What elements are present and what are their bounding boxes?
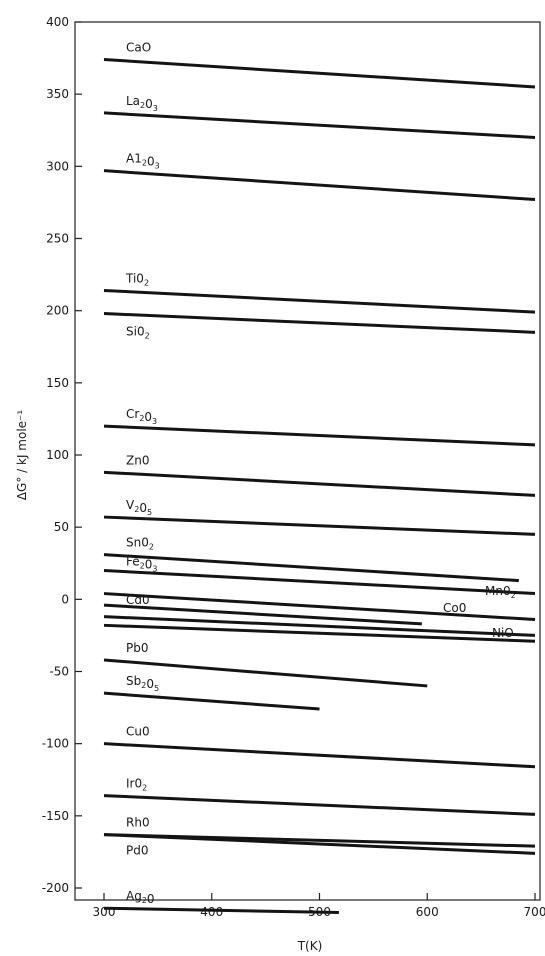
y-tick-label: 100 — [46, 448, 69, 462]
series-label-cuo: Cu0 — [126, 725, 150, 739]
y-axis-label: ΔG° / kJ mole⁻¹ — [15, 410, 29, 501]
x-tick-label: 400 — [200, 905, 223, 919]
series-line-coo — [103, 615, 536, 637]
series-label-sb2o5: Sb205 — [126, 674, 159, 693]
series-line-sio2 — [103, 312, 536, 334]
series-labels: CaO La203 A1203 Ti02 Si02 Cr203 Zn0 V205 Sn02 Fe2… — [125, 41, 516, 907]
series-label-tio2: Ti02 — [125, 271, 149, 287]
y-tick-label: 200 — [46, 304, 69, 318]
series-line-cdo — [103, 603, 422, 626]
y-tick-label: 350 — [46, 87, 69, 101]
series-line-al2o3 — [103, 169, 536, 202]
series-label-cr2o3: Cr203 — [126, 407, 157, 426]
y-tick-label: 150 — [46, 376, 69, 390]
series-line-pbo — [103, 658, 428, 688]
series-line-mno2 — [103, 592, 536, 622]
x-tick-label: 700 — [524, 905, 545, 919]
series-line-la2o3 — [103, 111, 536, 139]
y-tick-label: -200 — [42, 881, 69, 895]
series-line-ag2o — [103, 906, 339, 915]
series-line-tio2 — [103, 288, 536, 314]
series-line-sb2o5 — [103, 691, 320, 711]
series-label-iro2: Ir02 — [126, 777, 147, 793]
y-tick-label: -150 — [42, 809, 69, 823]
series-line-pdo — [103, 833, 536, 855]
series-line-cr2o3 — [103, 424, 536, 447]
plot-border — [74, 21, 541, 901]
series-label-la2o3: La203 — [126, 94, 158, 113]
y-axis: 400 350 300 250 200 150 100 50 0 -50 -100 -150 -200 — [42, 15, 82, 895]
series-line-cuo — [103, 742, 536, 769]
series-line-v2o5 — [103, 515, 536, 536]
series-label-mno2: Mn02 — [485, 584, 516, 600]
series-label-pbo: Pb0 — [126, 641, 149, 655]
y-tick-label: -50 — [49, 665, 69, 679]
x-axis-label: T(K) — [297, 939, 323, 953]
series-line-iro2 — [103, 794, 536, 816]
series-label-coo: Co0 — [443, 601, 466, 615]
y-tick-label: -100 — [42, 737, 69, 751]
series-line-cao — [103, 58, 536, 89]
series-label-ag2o: Ag20 — [126, 889, 155, 906]
series-label-sno2: Sn02 — [126, 536, 154, 552]
x-axis: 300 400 500 600 700 — [93, 893, 545, 919]
series-line-sno2 — [103, 553, 519, 583]
series-label-cao: CaO — [126, 41, 151, 55]
series-label-pdo: Pd0 — [126, 844, 149, 858]
series-line-zno — [103, 470, 536, 497]
y-tick-label: 50 — [54, 520, 69, 534]
series-lines — [103, 58, 536, 915]
series-label-rho: Rh0 — [126, 816, 150, 830]
series-label-sio2: Si02 — [126, 325, 150, 341]
series-label-fe2o3: Fe203 — [126, 554, 157, 573]
y-tick-label: 400 — [46, 15, 69, 29]
series-label-nio: NiO — [492, 626, 514, 640]
y-tick-label: 0 — [61, 592, 69, 606]
series-label-cdo: Cd0 — [126, 593, 150, 607]
series-line-nio — [103, 623, 536, 643]
x-tick-label: 600 — [416, 905, 439, 919]
y-tick-label: 250 — [46, 232, 69, 246]
series-line-fe2o3 — [103, 568, 536, 596]
series-label-al2o3: A1203 — [126, 152, 160, 171]
plot-frame — [74, 21, 541, 901]
y-tick-label: 300 — [46, 159, 69, 173]
series-label-zno: Zn0 — [126, 453, 149, 467]
series-label-v2o5: V205 — [126, 498, 152, 517]
